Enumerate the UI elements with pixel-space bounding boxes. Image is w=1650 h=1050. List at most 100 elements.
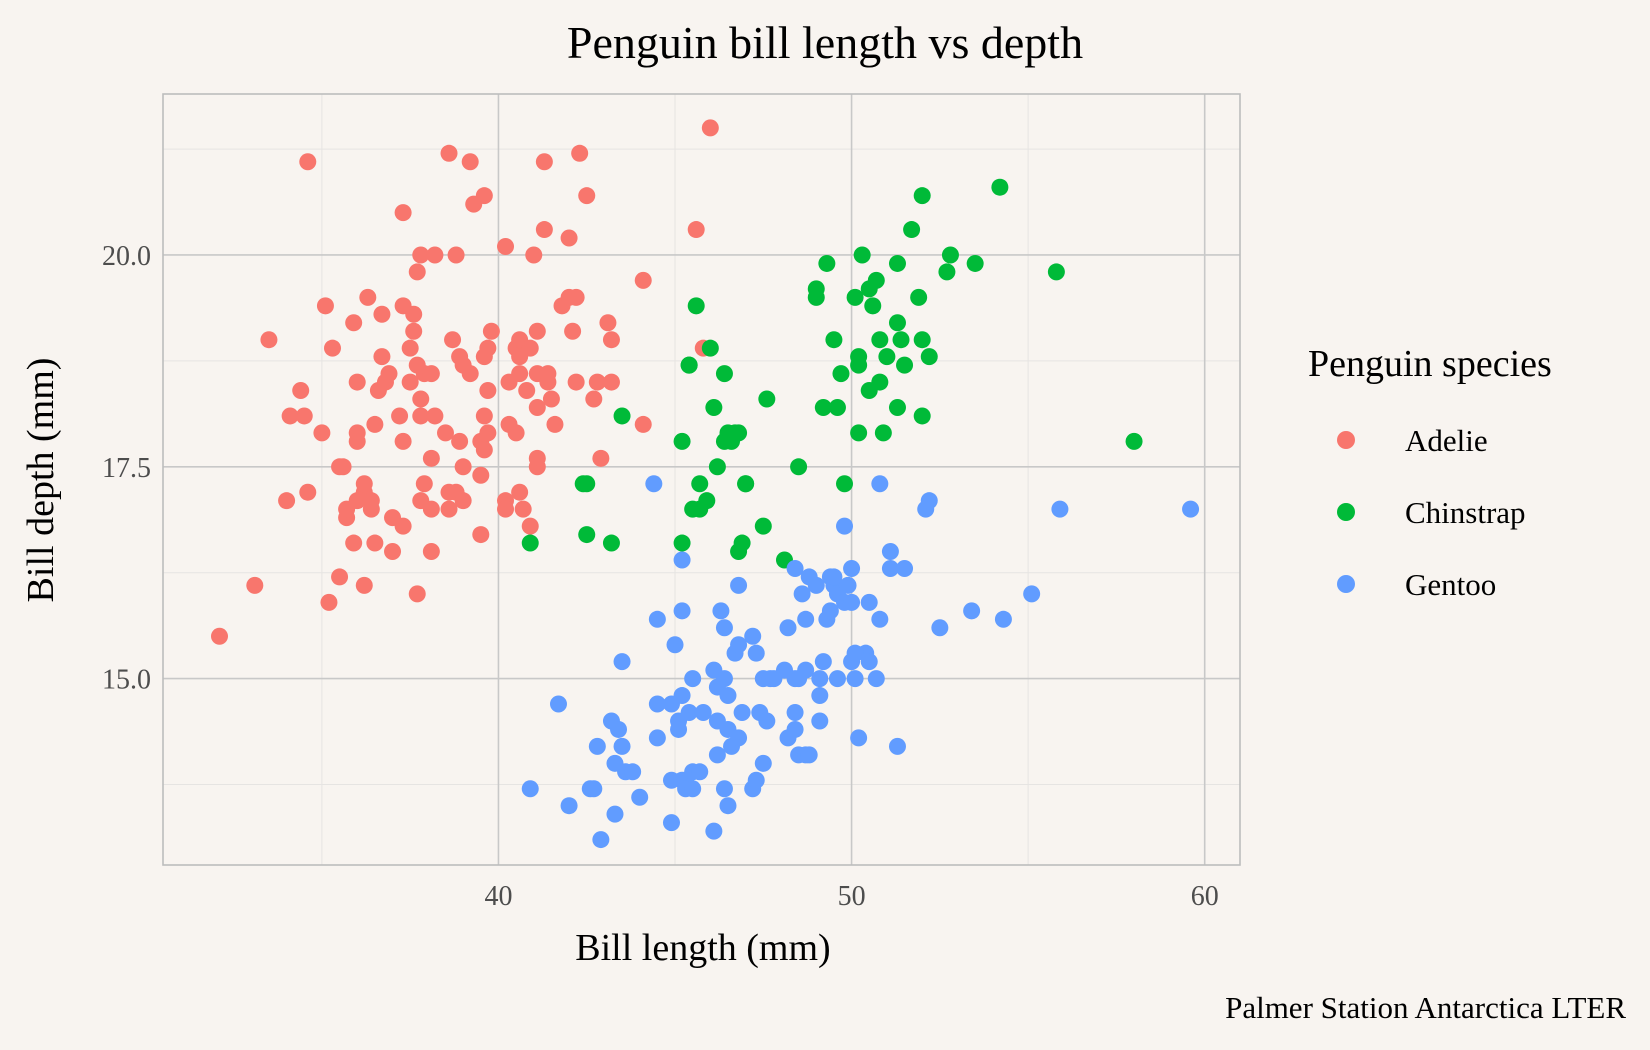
data-point-chinstrap (602, 534, 620, 552)
data-point-adelie (585, 390, 603, 408)
data-point-chinstrap (913, 331, 931, 349)
series-adelie (210, 119, 719, 645)
data-point-adelie (479, 382, 497, 400)
data-point-chinstrap (578, 475, 596, 493)
data-point-gentoo (684, 670, 702, 688)
data-point-chinstrap (807, 280, 825, 298)
data-point-gentoo (814, 653, 832, 671)
data-point-adelie (521, 517, 539, 535)
data-point-adelie (408, 263, 426, 281)
x-axis-title: Bill length (mm) (575, 927, 830, 969)
data-point-adelie (295, 407, 313, 425)
data-point-chinstrap (874, 424, 892, 442)
data-point-gentoo (560, 797, 578, 815)
data-point-chinstrap (691, 475, 709, 493)
data-point-adelie (560, 229, 578, 247)
data-point-chinstrap (814, 398, 832, 416)
data-point-gentoo (719, 797, 737, 815)
data-point-adelie (588, 373, 606, 391)
data-point-adelie (602, 331, 620, 349)
data-point-adelie (497, 500, 515, 518)
data-point-adelie (348, 373, 366, 391)
data-point-adelie (539, 365, 557, 383)
data-point-adelie (394, 432, 412, 450)
data-point-adelie (373, 305, 391, 323)
data-point-adelie (497, 238, 515, 256)
data-point-adelie (323, 339, 341, 357)
data-point-gentoo (606, 805, 624, 823)
data-point-chinstrap (850, 356, 868, 374)
data-point-adelie (454, 492, 472, 510)
data-point-gentoo (712, 602, 730, 620)
data-point-chinstrap (613, 407, 631, 425)
legend-marker (1337, 575, 1355, 593)
data-point-gentoo (846, 670, 864, 688)
data-point-adelie (634, 415, 652, 433)
data-point-gentoo (963, 602, 981, 620)
legend-items: Adelie Chinstrap Gentoo (1337, 423, 1526, 602)
y-tick-label: 20.0 (102, 241, 151, 272)
data-point-adelie (405, 305, 423, 323)
data-point-adelie (394, 204, 412, 222)
legend-item-gentoo: Gentoo (1337, 567, 1496, 602)
data-point-gentoo (896, 559, 914, 577)
data-point-gentoo (694, 703, 712, 721)
data-point-adelie (479, 339, 497, 357)
data-point-gentoo (730, 636, 748, 654)
data-point-chinstrap (680, 356, 698, 374)
data-point-chinstrap (836, 475, 854, 493)
data-point-gentoo (821, 602, 839, 620)
data-point-gentoo (747, 644, 765, 662)
data-points (210, 119, 1200, 849)
data-point-chinstrap (846, 288, 864, 306)
data-point-chinstrap (903, 221, 921, 239)
y-tick-label: 15.0 (102, 665, 151, 696)
data-point-adelie (366, 415, 384, 433)
data-point-gentoo (733, 703, 751, 721)
data-point-adelie (475, 441, 493, 459)
data-point-adelie (511, 365, 529, 383)
data-point-gentoo (747, 771, 765, 789)
data-point-adelie (316, 297, 334, 315)
data-point-gentoo (754, 754, 772, 772)
data-point-adelie (415, 475, 433, 493)
data-point-adelie (511, 483, 529, 501)
data-point-gentoo (836, 517, 854, 535)
data-point-gentoo (648, 695, 666, 713)
y-tick-label: 17.5 (102, 453, 151, 484)
data-point-gentoo (786, 703, 804, 721)
data-point-chinstrap (896, 356, 914, 374)
data-point-gentoo (719, 687, 737, 705)
data-point-gentoo (758, 712, 776, 730)
data-point-adelie (313, 424, 331, 442)
data-point-gentoo (613, 737, 631, 755)
series-gentoo (521, 475, 1200, 849)
data-point-gentoo (730, 729, 748, 747)
data-point-adelie (447, 246, 465, 264)
data-point-adelie (334, 458, 352, 476)
data-point-chinstrap (730, 424, 748, 442)
data-point-adelie (472, 466, 490, 484)
data-point-adelie (461, 365, 479, 383)
data-point-adelie (475, 407, 493, 425)
data-point-adelie (426, 407, 444, 425)
data-point-adelie (436, 424, 454, 442)
data-point-adelie (475, 187, 493, 205)
data-point-chinstrap (913, 187, 931, 205)
data-point-adelie (571, 144, 589, 162)
data-point-adelie (422, 365, 440, 383)
data-point-chinstrap (888, 398, 906, 416)
data-point-adelie (362, 500, 380, 518)
data-point-adelie (422, 449, 440, 467)
data-point-chinstrap (828, 398, 846, 416)
data-point-chinstrap (521, 534, 539, 552)
data-point-chinstrap (701, 339, 719, 357)
data-point-chinstrap (1047, 263, 1065, 281)
data-point-chinstrap (737, 475, 755, 493)
data-point-chinstrap (853, 246, 871, 264)
data-point-gentoo (839, 576, 857, 594)
data-point-adelie (210, 627, 228, 645)
data-point-adelie (260, 331, 278, 349)
data-point-gentoo (786, 670, 804, 688)
